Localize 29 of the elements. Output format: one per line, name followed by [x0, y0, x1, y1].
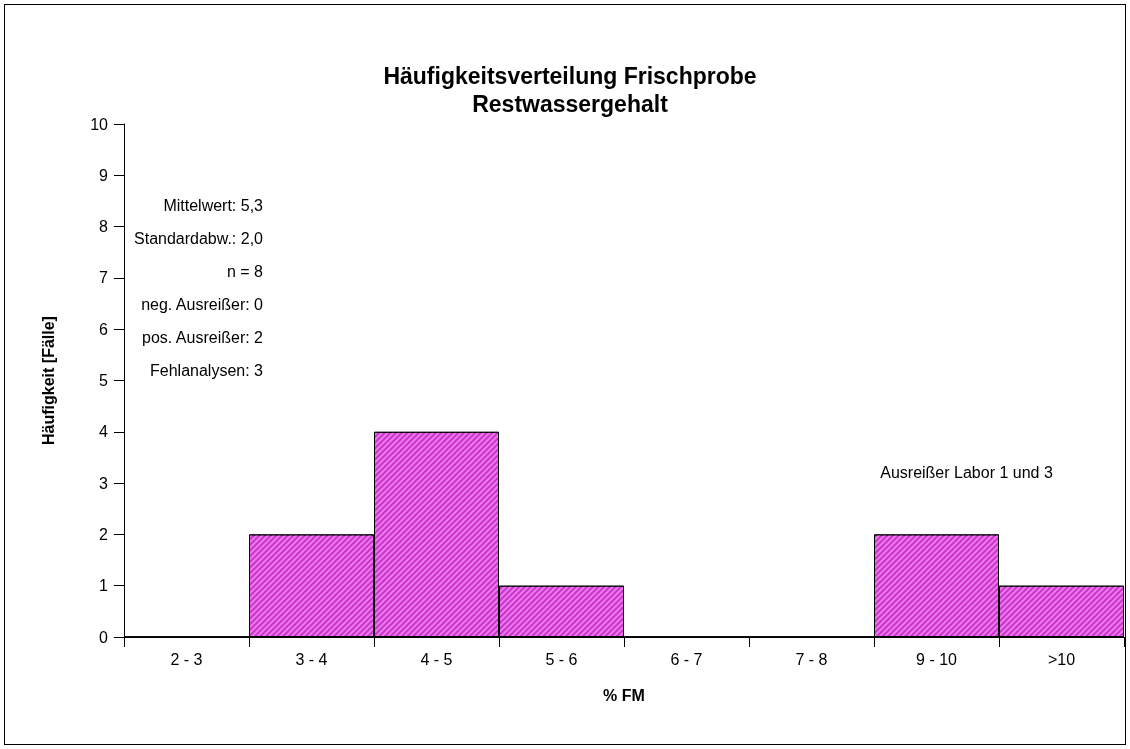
- annotation: Ausreißer Labor 1 und 3: [880, 464, 1053, 482]
- x-tick-label: 5 - 6: [545, 650, 578, 668]
- x-tick-label: >10: [1047, 650, 1076, 668]
- annotation: pos. Ausreißer: 2: [142, 328, 264, 346]
- y-tick-label: 8: [99, 218, 109, 236]
- x-axis-title: % FM: [603, 686, 645, 704]
- y-tick-label: 10: [90, 115, 109, 133]
- annotation: Mittelwert: 5,3: [163, 196, 264, 214]
- annotation: Fehlanalysen: 3: [150, 361, 264, 379]
- annotation: n = 8: [226, 262, 264, 280]
- x-tick-label: 3 - 4: [295, 650, 328, 668]
- y-axis-title: Häufigkeit [Fälle]: [39, 316, 57, 445]
- y-tick-label: 5: [99, 372, 109, 389]
- y-tick-label: 1: [99, 577, 109, 595]
- y-tick-label: 7: [99, 269, 109, 287]
- y-tick-label: 0: [99, 628, 109, 646]
- annotation: neg. Ausreißer: 0: [141, 295, 264, 313]
- y-tick-label: 3: [99, 474, 109, 492]
- y-tick-label: 2: [99, 525, 109, 543]
- x-tick-label: 2 - 3: [170, 650, 203, 668]
- y-tick-label: 6: [99, 320, 109, 338]
- y-tick-label: 9: [99, 166, 109, 184]
- x-tick-label: 9 - 10: [916, 650, 958, 668]
- y-tick-label: 4: [99, 423, 109, 441]
- x-tick-label: 6 - 7: [670, 650, 703, 668]
- annotation: Standardabw.: 2,0: [134, 229, 264, 247]
- x-tick-label: 7 - 8: [795, 650, 828, 668]
- x-tick-label: 4 - 5: [420, 650, 453, 668]
- chart-title: Häufigkeitsverteilung Frischprobe Restwassergehalt: [383, 63, 757, 117]
